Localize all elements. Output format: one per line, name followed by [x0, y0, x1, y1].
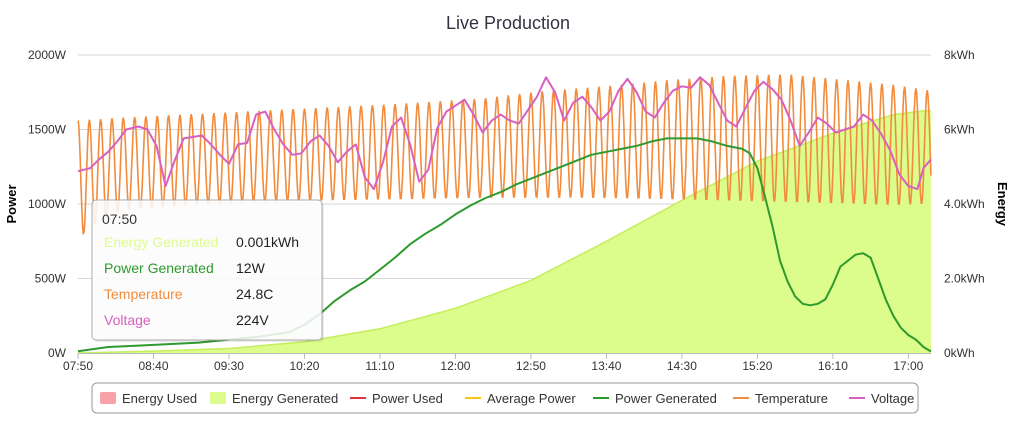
x-tick-label: 17:00 — [893, 359, 923, 373]
y-right-tick-label: 2.0kWh — [944, 272, 985, 286]
legend-item-voltage[interactable]: Voltage — [849, 391, 914, 406]
y-left-tick-label: 1500W — [28, 123, 67, 137]
legend-label: Power Used — [372, 391, 443, 406]
voltage-line — [77, 76, 932, 191]
tooltip-row-value: 224V — [236, 312, 269, 328]
legend-item-power-used[interactable]: Power Used — [350, 391, 443, 406]
x-tick-label: 08:40 — [138, 359, 168, 373]
x-tick-label: 13:40 — [591, 359, 621, 373]
chart-title: Live Production — [446, 13, 570, 33]
y-left-tick-label: 2000W — [28, 48, 67, 62]
y-right-tick-label: 4.0kWh — [944, 197, 985, 211]
legend-label: Average Power — [487, 391, 576, 406]
axes: 0W 500W 1000W 1500W 2000W 0kWh 2.0kWh 4.0kWh 6kW… — [28, 48, 985, 373]
energy-generated-area — [78, 110, 931, 354]
legend-item-energy-used[interactable]: Energy Used — [100, 391, 197, 406]
tooltip-row-value: 24.8C — [236, 286, 273, 302]
y-axis-left-title: Power — [4, 184, 19, 223]
tooltip-row-label: Voltage — [104, 312, 151, 328]
legend-label: Temperature — [755, 391, 828, 406]
x-tick-label: 14:30 — [667, 359, 697, 373]
x-tick-label: 15:20 — [742, 359, 772, 373]
x-tick-label: 07:50 — [63, 359, 93, 373]
y-right-tick-label: 8kWh — [944, 48, 975, 62]
legend-item-power-generated[interactable]: Power Generated — [593, 391, 717, 406]
tooltip-row-value: 0.001kWh — [236, 234, 299, 250]
y-left-tick-label: 0W — [48, 346, 67, 360]
legend-item-average-power[interactable]: Average Power — [465, 391, 576, 406]
legend-label: Voltage — [871, 391, 914, 406]
tooltip-time: 07:50 — [102, 211, 137, 227]
x-tick-label: 10:20 — [289, 359, 319, 373]
power-generated-line — [77, 137, 932, 353]
y-left-tick-label: 1000W — [28, 197, 67, 211]
tooltip-row-label: Power Generated — [104, 260, 214, 276]
legend-swatch — [210, 392, 226, 404]
x-tick-label: 16:10 — [818, 359, 848, 373]
y-right-tick-label: 6kWh — [944, 123, 975, 137]
legend-label: Power Generated — [615, 391, 717, 406]
legend-label: Energy Used — [122, 391, 197, 406]
x-tick-label: 11:10 — [365, 359, 394, 373]
legend: Energy Used Energy Generated Power Used Ave… — [91, 382, 919, 414]
tooltip-row-label: Energy Generated — [104, 234, 218, 250]
y-right-tick-label: 0kWh — [944, 346, 975, 360]
tooltip-row-value: 12W — [236, 260, 266, 276]
legend-item-energy-generated[interactable]: Energy Generated — [210, 391, 338, 406]
x-tick-label: 12:00 — [440, 359, 470, 373]
x-tick-label: 12:50 — [516, 359, 546, 373]
legend-swatch — [100, 392, 116, 404]
legend-box — [91, 382, 919, 414]
tooltip-row-label: Temperature — [104, 286, 183, 302]
x-tick-label: 09:30 — [214, 359, 244, 373]
tooltip: 07:50 Energy Generated 0.001kWh Power Gener… — [91, 199, 324, 342]
legend-label: Energy Generated — [232, 391, 338, 406]
y-axis-right-title: Energy — [995, 182, 1010, 227]
legend-item-temperature[interactable]: Temperature — [733, 391, 828, 406]
y-left-tick-label: 500W — [35, 272, 67, 286]
tooltip-box — [91, 199, 323, 341]
